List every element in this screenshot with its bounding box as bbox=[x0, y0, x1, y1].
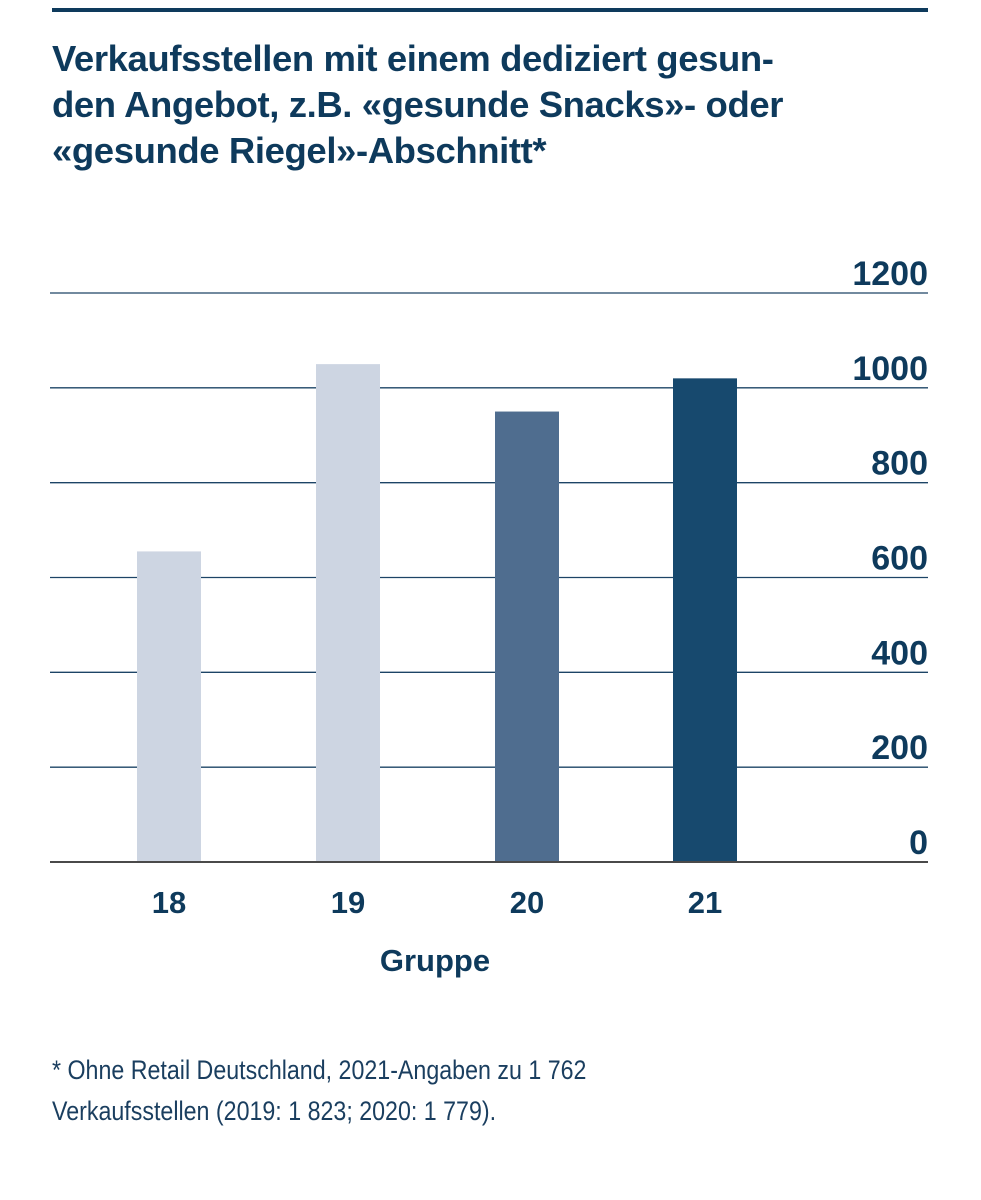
x-axis-ticks: 18 19 20 21 bbox=[152, 885, 722, 920]
y-tick-label: 800 bbox=[871, 445, 928, 483]
y-tick-label: 200 bbox=[871, 729, 928, 767]
chart-title-line: den Angebot, z.B. «gesunde Snacks»- oder bbox=[52, 84, 784, 125]
y-tick-label: 400 bbox=[871, 634, 928, 672]
x-tick-label: 20 bbox=[510, 885, 544, 920]
bar-20 bbox=[495, 411, 559, 862]
chart-title-line: Verkaufsstellen mit einem dediziert gesu… bbox=[52, 38, 774, 79]
top-rule bbox=[52, 8, 928, 12]
footnote: * Ohne Retail Deutschland, 2021-Angaben … bbox=[52, 1050, 809, 1132]
y-tick-label: 1000 bbox=[852, 350, 928, 388]
bar-21 bbox=[673, 378, 737, 862]
footnote-line: * Ohne Retail Deutschland, 2021-Angaben … bbox=[52, 1055, 587, 1085]
y-axis-ticks: 0 200 400 600 800 1000 1200 bbox=[852, 255, 928, 862]
y-tick-label: 600 bbox=[871, 540, 928, 578]
gridlines bbox=[50, 292, 928, 768]
x-tick-label: 19 bbox=[331, 885, 365, 920]
x-tick-label: 21 bbox=[688, 885, 722, 920]
x-tick-label: 18 bbox=[152, 885, 186, 920]
chart-title: Verkaufsstellen mit einem dediziert gesu… bbox=[52, 36, 932, 174]
y-tick-label: 1200 bbox=[852, 255, 928, 293]
bar-19 bbox=[316, 364, 380, 862]
footnote-line: Verkaufsstellen (2019: 1 823; 2020: 1 77… bbox=[52, 1096, 497, 1126]
y-tick-label: 0 bbox=[909, 824, 928, 862]
chart-title-line: «gesunde Riegel»-Abschnitt* bbox=[52, 130, 547, 171]
bar-18 bbox=[137, 551, 201, 862]
x-axis-label: Gruppe bbox=[380, 943, 490, 978]
bars bbox=[137, 364, 737, 862]
